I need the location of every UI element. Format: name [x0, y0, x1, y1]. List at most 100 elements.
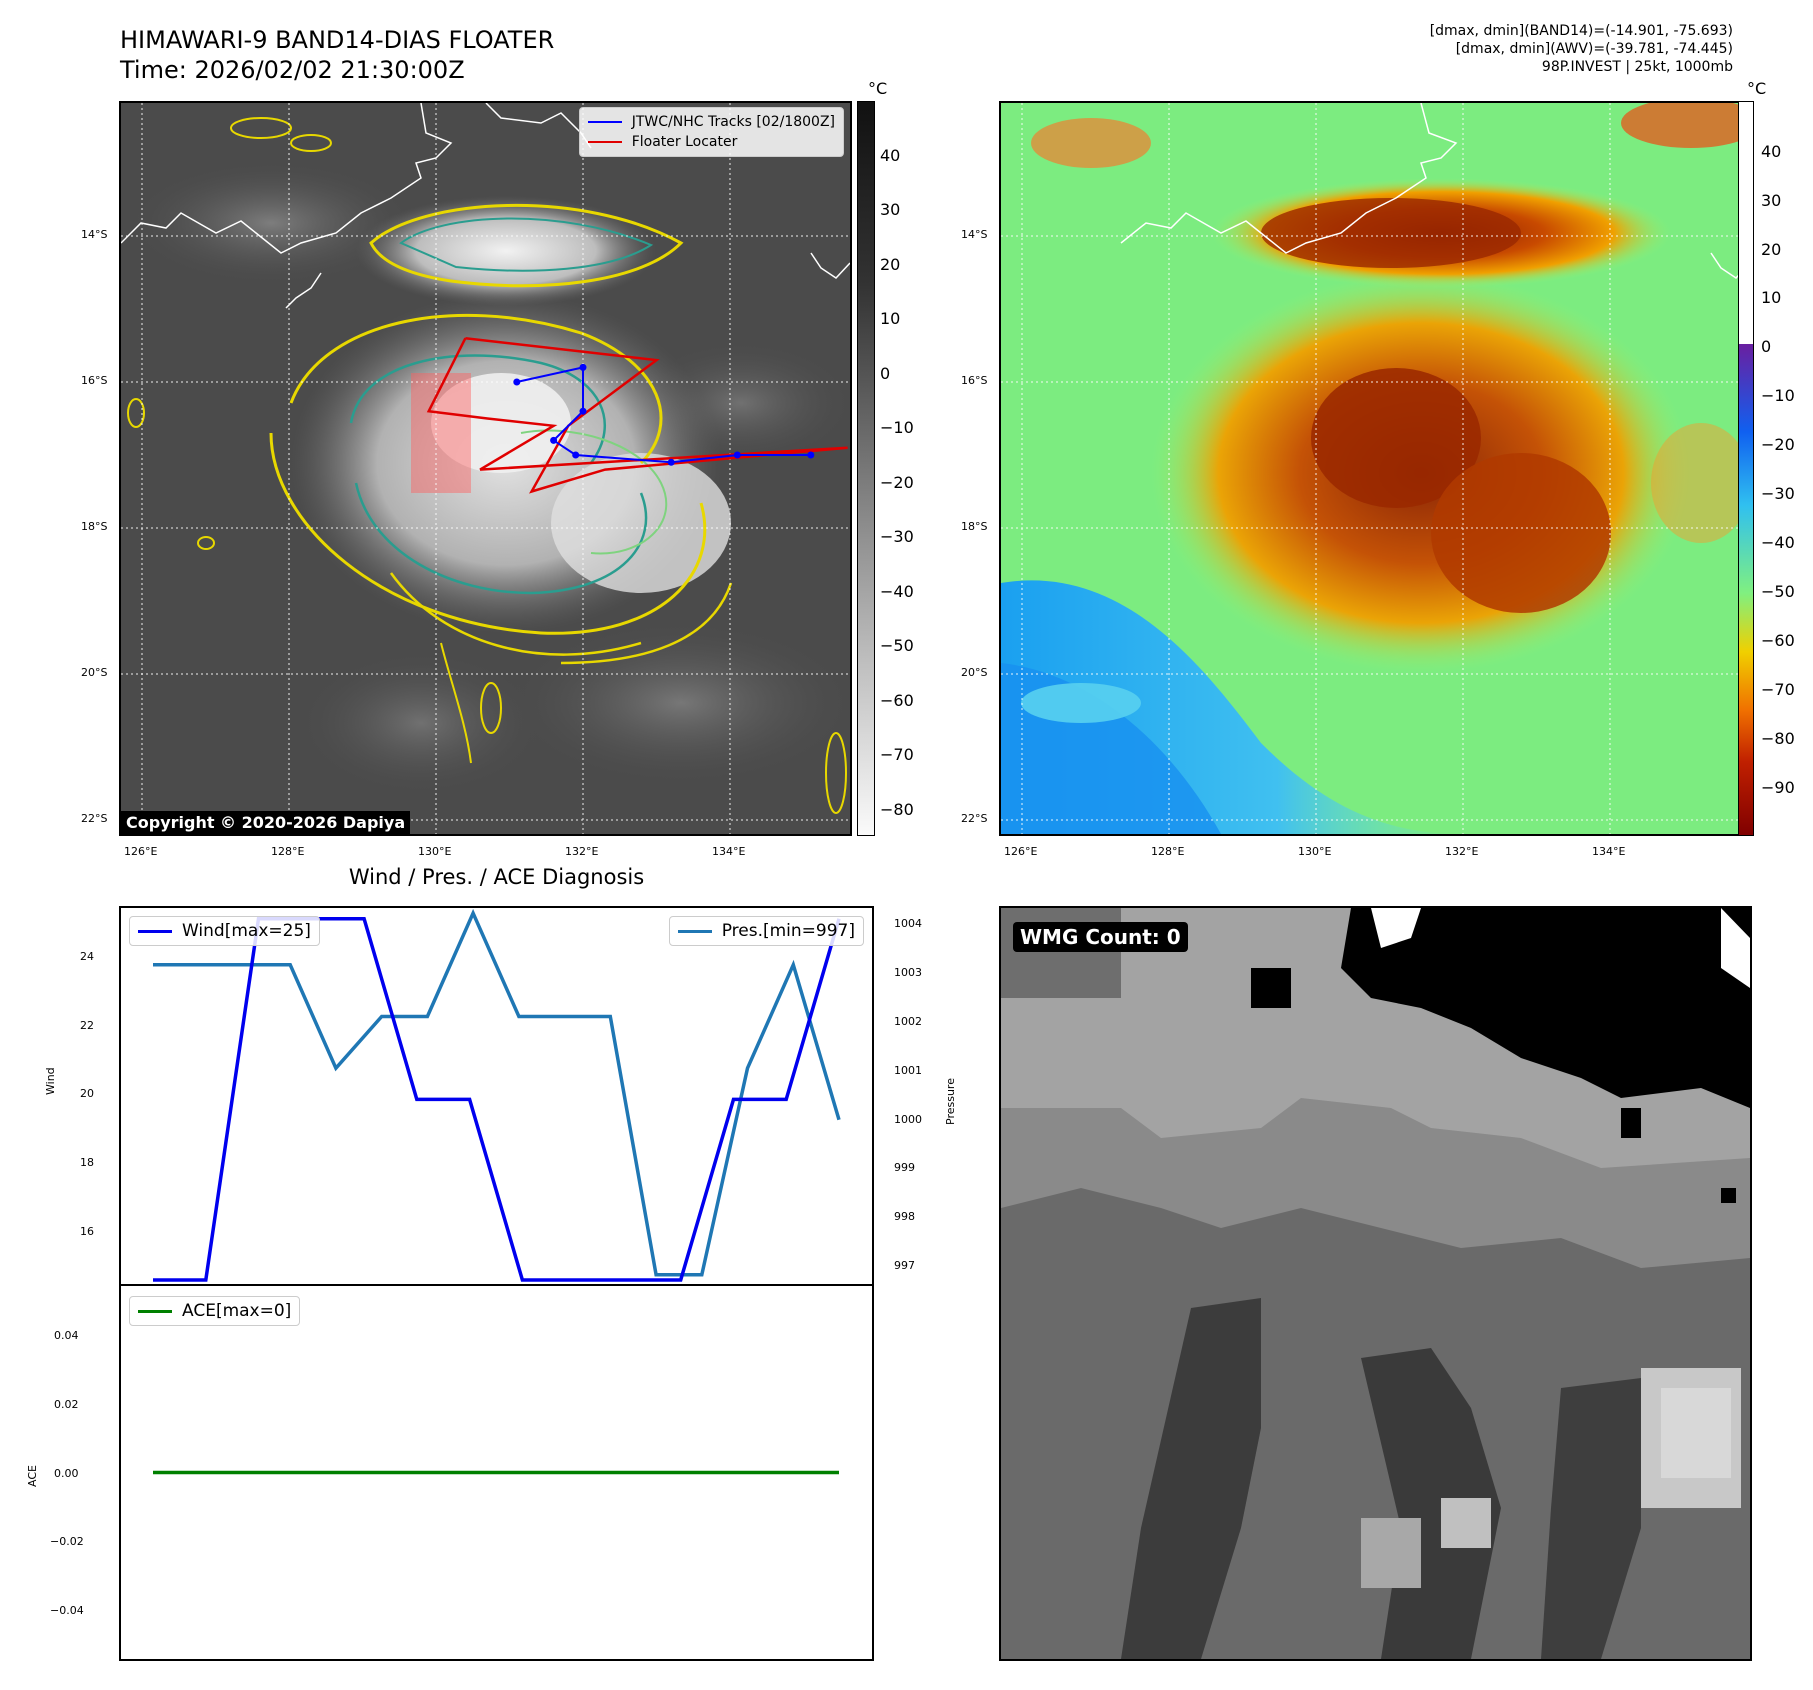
wmg-count-badge: WMG Count: 0 [1013, 922, 1188, 952]
figure-time: Time: 2026/02/02 21:30:00Z [120, 56, 465, 84]
legend-tracks-label: JTWC/NHC Tracks [02/1800Z] [631, 114, 835, 130]
pres-tick: 1001 [894, 1064, 922, 1077]
cb-left-tick: 10 [880, 309, 901, 328]
pressure-axis-label: Pressure [944, 1078, 957, 1125]
wind-legend-label: Wind[max=25] [182, 921, 311, 941]
cb-left-tick: 40 [880, 146, 901, 165]
floater-swatch [587, 141, 622, 143]
ace-legend: ACE[max=0] [129, 1296, 301, 1326]
lon-tick: 134°E [1592, 845, 1626, 858]
ace-tick: 0.00 [54, 1467, 79, 1480]
cb-left-tick: 20 [880, 255, 901, 274]
pressure-legend: Pres.[min=997] [668, 916, 864, 946]
cb-left-tick: −30 [880, 527, 914, 546]
wind-pressure-panel: Wind[max=25] Pres.[min=997] [119, 906, 874, 1286]
awv-map [999, 101, 1752, 836]
pres-tick: 997 [894, 1259, 915, 1272]
cb-left-tick: 0 [880, 364, 891, 383]
cb-left-tick: −80 [880, 800, 914, 819]
lat-tick: 18°S [961, 520, 988, 533]
cb-left-tick: −50 [880, 636, 914, 655]
wind-swatch [138, 929, 172, 933]
pres-tick: 1003 [894, 966, 922, 979]
cb-right-tick: 0 [1761, 337, 1772, 356]
lon-tick: 126°E [124, 845, 158, 858]
diagnosis-title: Wind / Pres. / ACE Diagnosis [348, 865, 645, 889]
lon-tick: 128°E [1151, 845, 1185, 858]
cb-right-tick: −90 [1761, 778, 1795, 797]
lat-tick: 16°S [961, 374, 988, 387]
jtwc-track-point [667, 458, 675, 466]
cb-right-tick: 10 [1761, 288, 1782, 307]
wind-tick: 16 [80, 1225, 94, 1238]
lat-tick: 22°S [961, 812, 988, 825]
cb-right-tick: 20 [1761, 240, 1782, 259]
cb-left-tick: −70 [880, 745, 914, 764]
jtwc-track-point [579, 363, 587, 371]
ace-tick: 0.02 [54, 1398, 79, 1411]
wind-series-line [153, 917, 841, 1282]
wind-tick: 22 [80, 1019, 94, 1032]
ace-plot [153, 1470, 839, 1475]
cb-right-tick: −10 [1761, 386, 1795, 405]
lat-tick: 22°S [81, 812, 108, 825]
jtwc-track-point [733, 451, 741, 459]
jtwc-track-point [807, 451, 815, 459]
pres-tick: 1002 [894, 1015, 922, 1028]
wind-tick: 24 [80, 950, 94, 963]
ace-swatch [138, 1309, 172, 1313]
jtwc-track-point [513, 378, 521, 386]
jtwc-track-point [550, 436, 558, 444]
figure-title: HIMAWARI-9 BAND14-DIAS FLOATER [120, 26, 555, 54]
awv-range: [dmax, dmin](AWV)=(-39.781, -74.445) [1455, 41, 1733, 57]
cb-right-tick: 40 [1761, 142, 1782, 161]
cb-left-tick: −40 [880, 582, 914, 601]
lon-tick: 132°E [1445, 845, 1479, 858]
pres-tick: 999 [894, 1161, 915, 1174]
pressure-series-line [153, 908, 841, 1277]
cb-right-tick: 30 [1761, 191, 1782, 210]
ace-tick: −0.02 [50, 1535, 84, 1548]
lon-tick: 130°E [418, 845, 452, 858]
legend-floater-label: Floater Locater [631, 134, 738, 150]
band14-map-image [121, 103, 850, 834]
ace-legend-label: ACE[max=0] [182, 1301, 292, 1321]
lat-tick: 20°S [81, 666, 108, 679]
wmg-image [1001, 908, 1750, 1659]
jtwc-track-point [579, 407, 587, 415]
cb-left-tick: −10 [880, 418, 914, 437]
floater-track-line [426, 336, 848, 494]
wind-axis-label: Wind [44, 1067, 57, 1095]
cb-left-tick: −20 [880, 473, 914, 492]
lat-tick: 20°S [961, 666, 988, 679]
awv-map-image [1001, 103, 1750, 834]
colorbar-left-unit: °C [868, 79, 888, 98]
lon-tick: 128°E [271, 845, 305, 858]
pres-tick: 1000 [894, 1113, 922, 1126]
cb-right-tick: −70 [1761, 680, 1795, 699]
lon-tick: 134°E [712, 845, 746, 858]
cb-right-tick: −30 [1761, 484, 1795, 503]
tracks-swatch [587, 121, 622, 123]
wind-pressure-plot [153, 908, 841, 1282]
cb-left-tick: −60 [880, 691, 914, 710]
cb-right-tick: −80 [1761, 729, 1795, 748]
jtwc-track-point [572, 451, 580, 459]
pres-tick: 1004 [894, 917, 922, 930]
wmg-panel: WMG Count: 0 [999, 906, 1752, 1661]
map-legend: JTWC/NHC Tracks [02/1800Z] Floater Locat… [578, 107, 844, 157]
pres-tick: 998 [894, 1210, 915, 1223]
awv-colorbar [1738, 101, 1754, 836]
storm-info: 98P.INVEST | 25kt, 1000mb [1541, 59, 1733, 75]
band14-range: [dmax, dmin](BAND14)=(-14.901, -75.693) [1429, 23, 1733, 39]
wind-legend: Wind[max=25] [129, 916, 320, 946]
lon-tick: 132°E [565, 845, 599, 858]
ace-axis-label: ACE [26, 1465, 39, 1487]
copyright-notice: Copyright © 2020-2026 Dapiya [121, 811, 411, 834]
band14-map: JTWC/NHC Tracks [02/1800Z] Floater Locat… [119, 101, 852, 836]
band14-colorbar [857, 101, 875, 836]
ace-panel: ACE[max=0] [119, 1284, 874, 1661]
ace-tick: −0.04 [50, 1604, 84, 1617]
ace-tick: 0.04 [54, 1329, 79, 1342]
lat-tick: 18°S [81, 520, 108, 533]
